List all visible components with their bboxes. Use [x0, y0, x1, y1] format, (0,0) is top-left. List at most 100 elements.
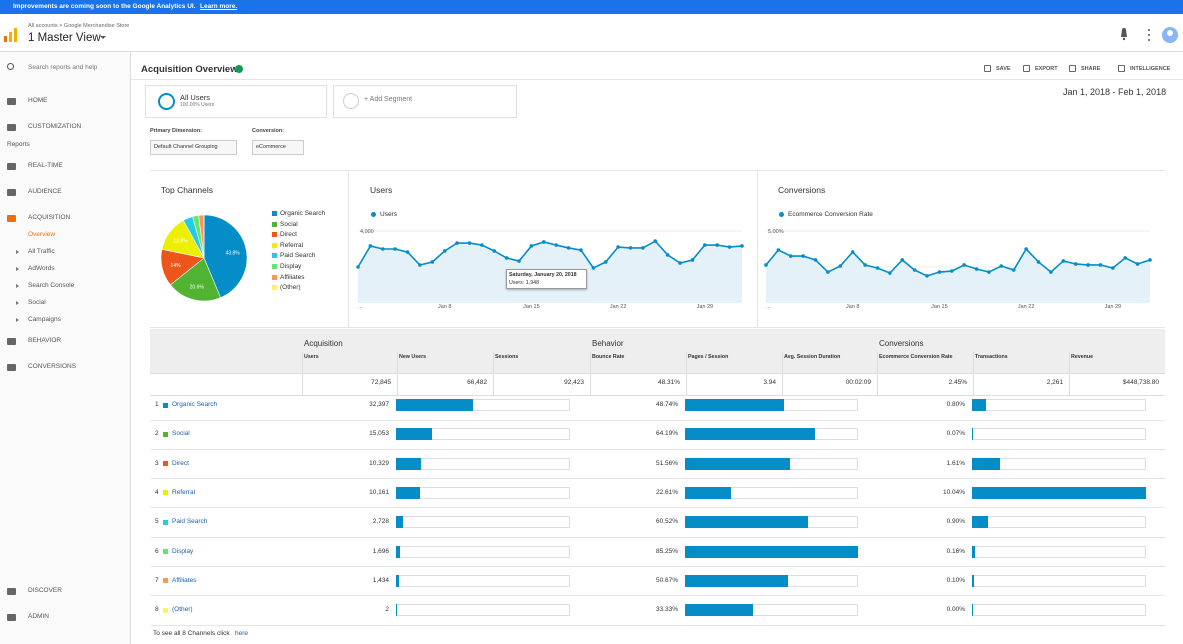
point — [1098, 263, 1103, 267]
icon — [7, 588, 16, 595]
segment-ring — [158, 93, 175, 110]
channel-link[interactable]: Organic Search — [172, 401, 218, 408]
point — [641, 246, 645, 250]
nav-item[interactable]: DISCOVER — [28, 587, 62, 594]
point — [813, 258, 818, 262]
nav-item[interactable]: ADMIN — [28, 613, 49, 620]
bar — [972, 545, 975, 558]
action-icon — [1069, 65, 1076, 72]
channel-link[interactable]: Direct — [172, 459, 189, 467]
view-selector[interactable]: 1 Master View — [28, 32, 101, 44]
segment-card[interactable] — [145, 85, 327, 118]
column-header[interactable]: Avg. Session Duration — [784, 354, 841, 360]
bar — [396, 574, 400, 587]
column-divider — [302, 352, 303, 396]
totals-row — [150, 374, 1165, 396]
legend-label: Paid Search — [280, 252, 316, 260]
bullet — [16, 267, 19, 271]
bar — [396, 604, 397, 617]
bar — [685, 574, 788, 587]
point — [616, 245, 620, 249]
point — [888, 271, 892, 275]
action-button[interactable]: SAVE — [996, 66, 1011, 72]
channel-link[interactable]: Paid Search — [172, 518, 208, 526]
control-label: Primary Dimension: — [150, 128, 202, 134]
x-tick-label: Jan 15 — [523, 304, 540, 310]
nav-item[interactable]: ACQUISITION — [28, 214, 71, 221]
bar — [972, 574, 974, 587]
point — [727, 245, 732, 249]
header-icons[interactable] — [1118, 26, 1178, 44]
select[interactable] — [150, 140, 237, 155]
sub-nav-item[interactable]: AdWords — [28, 265, 55, 272]
column-header[interactable]: Pages / Session — [688, 354, 729, 360]
point — [912, 268, 917, 272]
channel-link[interactable]: Affiliates — [172, 576, 197, 584]
legend-label: Social — [280, 220, 298, 228]
cell-value: 85.25% — [655, 547, 678, 555]
channel-link[interactable]: Referral — [172, 488, 196, 496]
bar — [685, 604, 753, 617]
bar — [396, 545, 401, 558]
column-header[interactable]: New Users — [399, 354, 427, 360]
bar-track — [396, 545, 570, 558]
total-value: 3.94 — [763, 379, 776, 386]
cell-value: 15,053 — [369, 430, 389, 438]
action-icon — [1118, 65, 1125, 72]
date-range[interactable]: Jan 1, 2018 - Feb 1, 2018 — [1063, 87, 1167, 97]
cell-value: 64.19% — [655, 430, 678, 438]
nav-item[interactable]: REAL-TIME — [28, 162, 63, 169]
nav-item[interactable]: BEHAVIOR — [28, 337, 62, 344]
column-divider — [493, 352, 494, 396]
sub-nav-item[interactable]: Campaigns — [28, 316, 61, 323]
point — [492, 249, 497, 253]
channel-link[interactable]: (Other) — [172, 606, 193, 614]
select[interactable] — [252, 140, 304, 155]
column-header[interactable]: Ecommerce Conversion Rate — [879, 354, 953, 360]
cell-value: 32,397 — [369, 401, 389, 408]
nav-item[interactable]: CUSTOMIZATION — [28, 123, 82, 130]
action-button[interactable]: SHARE — [1081, 66, 1101, 72]
banner — [0, 0, 1183, 14]
cell-value: 0.80% — [946, 401, 965, 408]
cell-value: 1.61% — [946, 459, 965, 467]
column-header[interactable]: Revenue — [1071, 354, 1094, 360]
point — [788, 254, 793, 258]
nav-item[interactable]: HOME — [28, 97, 48, 104]
channel-link[interactable]: Social — [172, 430, 190, 438]
legend-dot — [371, 212, 376, 217]
banner-link[interactable]: Learn more. — [200, 3, 238, 10]
column-header[interactable]: Bounce Rate — [592, 354, 625, 360]
sub-nav-item[interactable]: All Traffic — [28, 248, 55, 255]
cell-value: 50.67% — [655, 576, 678, 584]
point — [1011, 268, 1016, 272]
row-rank: 6 — [155, 547, 159, 555]
sub-nav-item[interactable]: Overview — [28, 231, 56, 238]
search-box[interactable]: Search reports and help — [28, 64, 98, 71]
column-header[interactable]: Sessions — [495, 354, 519, 360]
sub-nav-item[interactable]: Social — [28, 299, 46, 306]
action-button[interactable]: EXPORT — [1035, 66, 1058, 72]
action-button[interactable]: INTELLIGENCE — [1130, 66, 1171, 72]
footer-link[interactable]: here — [235, 630, 249, 637]
add-segment[interactable]: + Add Segment — [364, 96, 413, 103]
nav-item[interactable]: AUDIENCE — [28, 188, 62, 195]
cell-value: 0.90% — [946, 518, 965, 526]
row-rank: 1 — [155, 401, 159, 408]
x-tick-label: ... — [766, 304, 771, 310]
point — [850, 250, 855, 254]
bar-track — [972, 428, 1146, 441]
legend-dot — [779, 212, 784, 217]
report-title: Acquisition Overview — [141, 64, 238, 75]
add-segment-card[interactable] — [333, 85, 517, 118]
column-header[interactable]: Users — [304, 354, 319, 360]
nav-item[interactable]: CONVERSIONS — [28, 363, 77, 370]
sub-nav-item[interactable]: Search Console — [28, 282, 75, 289]
bar — [972, 486, 1146, 499]
cell-value: 33.33% — [655, 606, 678, 614]
pie-slice — [203, 214, 248, 299]
column-header[interactable]: Transactions — [975, 354, 1008, 360]
point — [418, 263, 422, 267]
channel-link[interactable]: Display — [172, 547, 194, 555]
icon — [7, 614, 16, 621]
